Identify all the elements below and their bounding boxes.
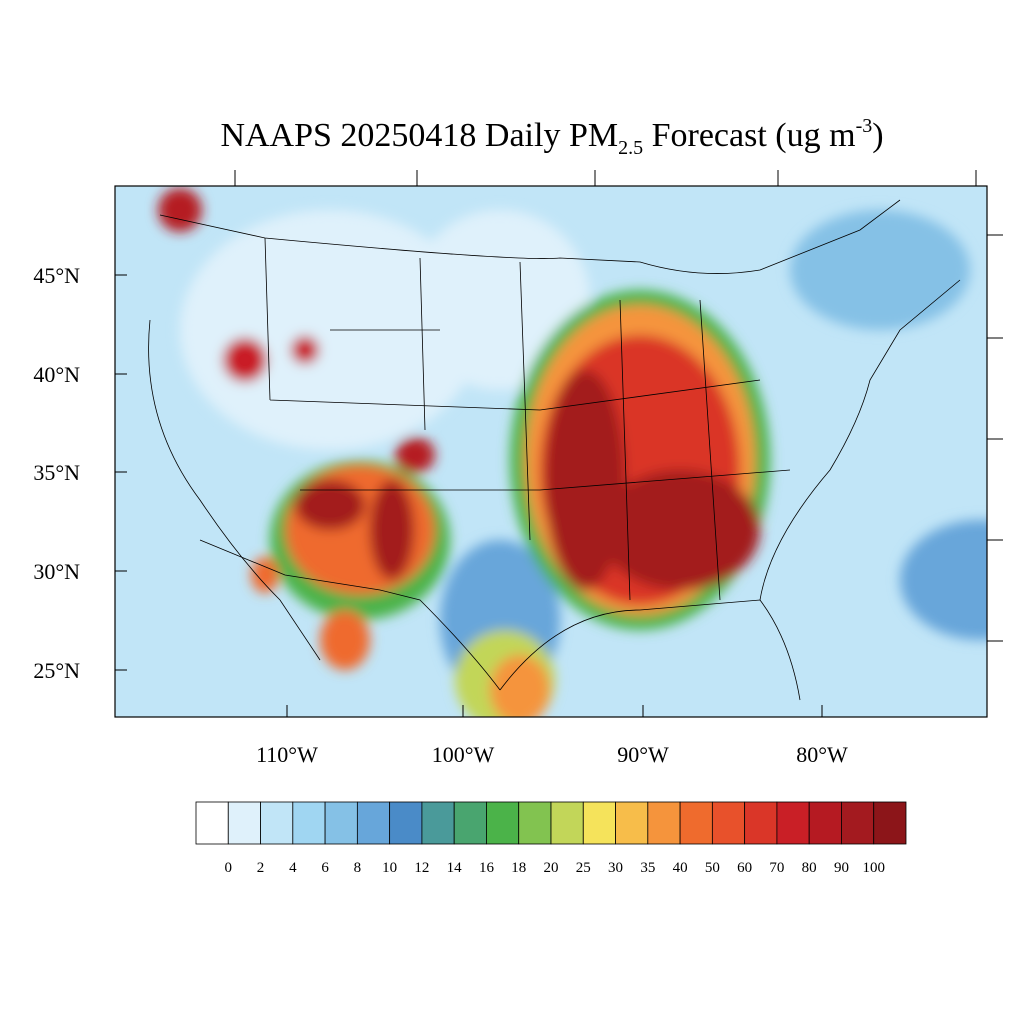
colorbar-swatch xyxy=(486,801,520,845)
colorbar-label: 90 xyxy=(834,860,849,876)
map-title: NAAPS 20250418 Daily PM2.5 Forecast (ug … xyxy=(220,115,883,159)
plot-frame xyxy=(114,185,988,718)
colorbar: 0 2 4 6 8 10 12 14 16 18 20 25 30 35 40 50 60 70 80 90 100 xyxy=(195,801,907,876)
colorbar-swatch xyxy=(550,801,584,845)
colorbar-swatch xyxy=(615,801,649,845)
title-middle: Forecast (ug m xyxy=(643,117,855,154)
colorbar-label: 25 xyxy=(576,860,591,876)
title-subscript: 2.5 xyxy=(618,137,643,159)
colorbar-swatch xyxy=(389,801,423,845)
colorbar-swatch xyxy=(711,801,746,845)
colorbar-swatch xyxy=(453,801,487,845)
colorbar-label: 12 xyxy=(414,860,429,876)
colorbar-label: 0 xyxy=(225,860,233,876)
colorbar-swatch xyxy=(518,801,552,845)
colorbar-swatch xyxy=(647,801,681,845)
colorbar-label: 14 xyxy=(447,860,463,876)
lon-label: 110°W xyxy=(256,742,318,767)
colorbar-label: 40 xyxy=(673,860,688,876)
colorbar-label: 100 xyxy=(862,860,885,876)
colorbar-label: 8 xyxy=(354,860,362,876)
lon-label: 80°W xyxy=(796,742,848,767)
colorbar-swatch xyxy=(841,801,875,845)
colorbar-label: 4 xyxy=(289,860,297,876)
colorbar-swatch xyxy=(356,801,391,845)
lat-label: 40°N xyxy=(33,362,80,387)
colorbar-label: 10 xyxy=(382,860,397,876)
colorbar-swatch xyxy=(292,801,326,845)
colorbar-swatch xyxy=(679,801,713,845)
lon-label: 90°W xyxy=(617,742,669,767)
colorbar-label: 80 xyxy=(802,860,817,876)
colorbar-label: 60 xyxy=(737,860,752,876)
lat-label: 45°N xyxy=(33,263,80,288)
colorbar-label: 18 xyxy=(511,860,526,876)
colorbar-label: 2 xyxy=(257,860,265,876)
boundaries xyxy=(148,199,961,701)
colorbar-swatch xyxy=(582,801,616,845)
lon-label: 100°W xyxy=(432,742,495,767)
colorbar-swatch xyxy=(744,801,778,845)
colorbar-swatch xyxy=(421,801,455,845)
colorbar-label: 70 xyxy=(769,860,784,876)
title-superscript: -3 xyxy=(856,115,873,137)
colorbar-swatch xyxy=(776,801,810,845)
colorbar-swatch xyxy=(324,801,358,845)
lat-label: 30°N xyxy=(33,559,80,584)
title-main: NAAPS 20250418 Daily PM xyxy=(220,117,618,154)
lat-label: 25°N xyxy=(33,658,80,683)
colorbar-label: 16 xyxy=(479,860,495,876)
lat-label: 35°N xyxy=(33,460,80,485)
colorbar-label: 20 xyxy=(544,860,559,876)
colorbar-label: 6 xyxy=(321,860,329,876)
pollution-field xyxy=(158,188,987,717)
colorbar-swatch xyxy=(808,801,842,845)
colorbar-label: 30 xyxy=(608,860,623,876)
map-field xyxy=(115,186,987,717)
colorbar-swatch xyxy=(195,801,229,845)
colorbar-swatch xyxy=(227,801,261,845)
colorbar-label: 35 xyxy=(640,860,655,876)
colorbar-label: 50 xyxy=(705,860,720,876)
axes: 45°N 40°N 35°N 30°N 25°N 110°W 100°W 90°W 80°W xyxy=(33,170,1003,767)
colorbar-swatch xyxy=(260,801,294,845)
title-end: ) xyxy=(872,117,883,154)
colorbar-swatch xyxy=(873,801,907,845)
